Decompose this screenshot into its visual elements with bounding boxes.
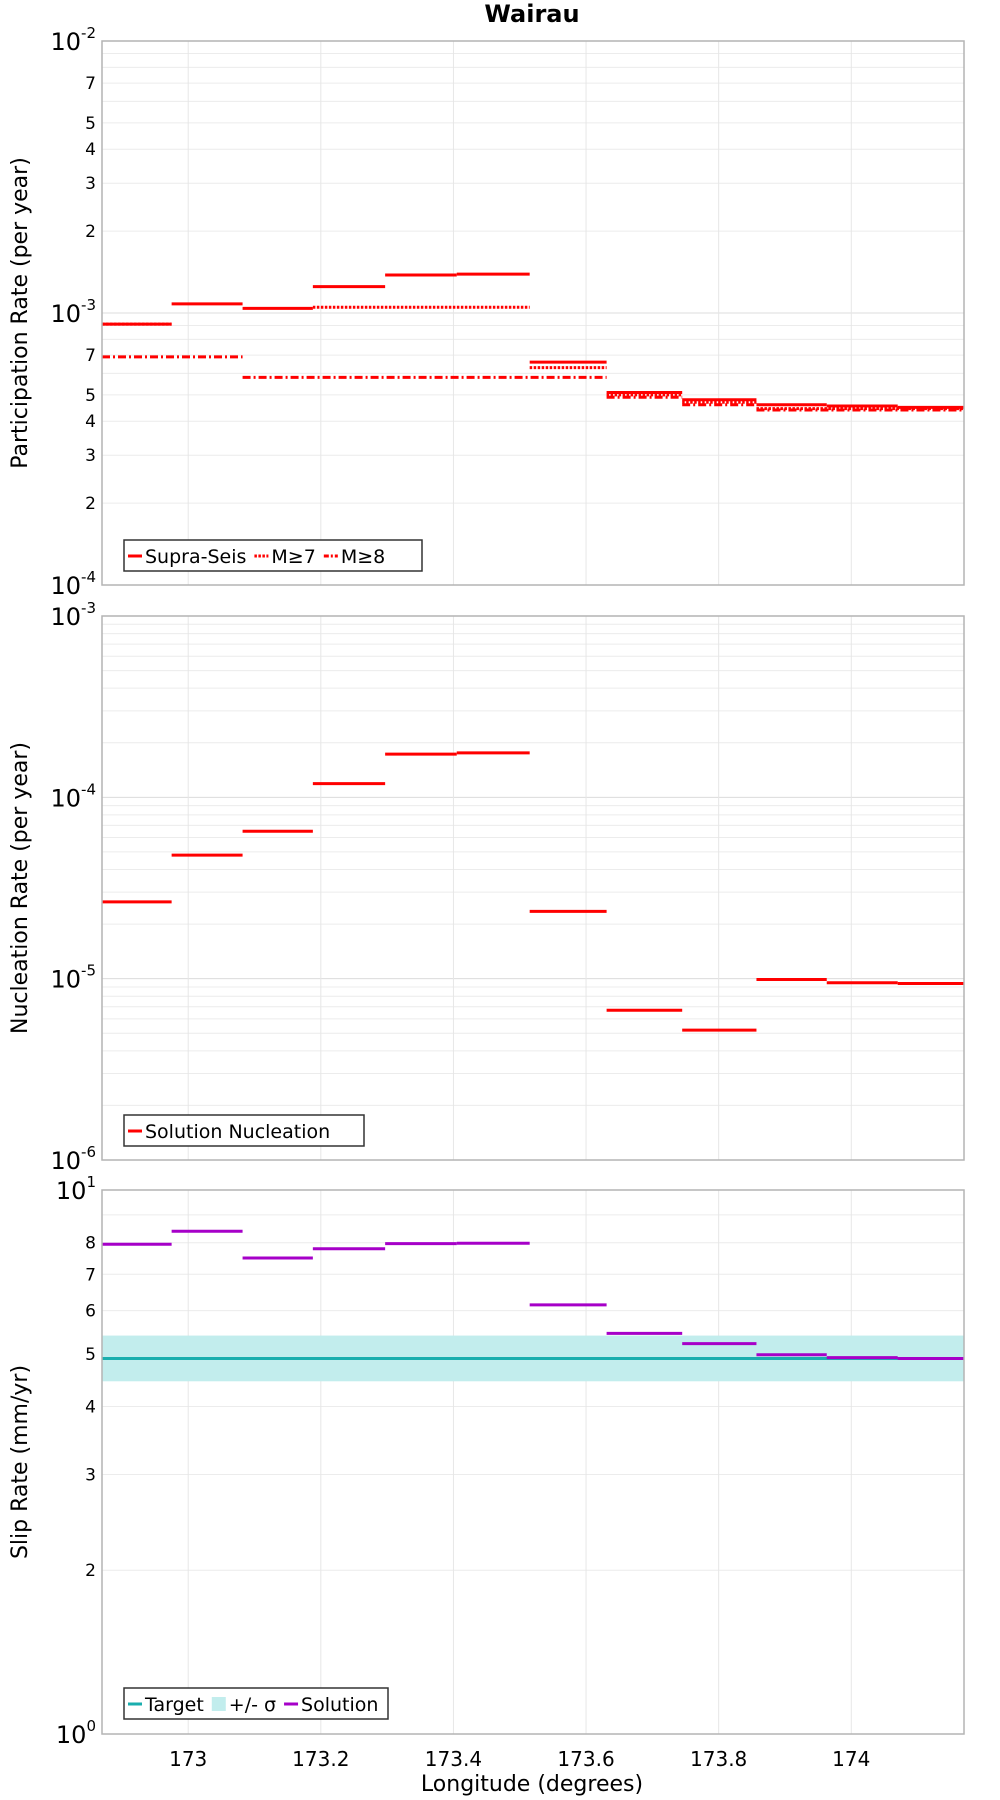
x-tick-label: 173.4 xyxy=(425,1747,482,1771)
plot-frame xyxy=(101,1189,965,1735)
plot-area xyxy=(102,1190,964,1734)
y-tick-label: 5 xyxy=(85,114,96,134)
y-tick-label: 2 xyxy=(85,1561,96,1581)
y-tick-label: 100 xyxy=(56,1717,96,1749)
plot-area xyxy=(102,616,964,1160)
x-tick-label: 173.6 xyxy=(557,1747,614,1771)
legend-swatch-band xyxy=(211,1697,226,1711)
y-tick-label: 3 xyxy=(85,446,96,466)
legend-label-supra-seis: Supra-Seis xyxy=(145,546,246,568)
plot-frame xyxy=(101,615,965,1161)
y-tick-label: 6 xyxy=(85,1302,96,1322)
y-axis-label: Nucleation Rate (per year) xyxy=(8,742,33,1034)
slip-rate-panel: 100 2 3 4 5 6 7 8 101 Slip Rate (mm/yr) 173 173.2 17… xyxy=(8,1173,965,1771)
legend: Solution Nucleation xyxy=(123,1114,365,1147)
y-tick-label: 10-3 xyxy=(50,599,96,631)
y-tick-label: 7 xyxy=(85,346,96,366)
y-tick-label: 4 xyxy=(85,412,96,432)
x-tick-label: 174 xyxy=(832,1747,870,1771)
legend-box xyxy=(123,1114,365,1147)
legend-label-m-7: M≥7 xyxy=(271,546,315,568)
y-tick-label: 3 xyxy=(85,174,96,194)
y-tick-label: 10-2 xyxy=(50,24,96,56)
legend-box xyxy=(123,1687,389,1720)
y-tick-label: 10-5 xyxy=(50,962,96,994)
x-tick-label: 173.2 xyxy=(292,1747,349,1771)
y-tick-label: 7 xyxy=(85,74,96,94)
y-tick-label: 10-3 xyxy=(50,296,96,328)
participation-panel: 10-4 2 3 4 5 7 10-3 2 3 4 5 7 10-2 Participation Rate… xyxy=(8,24,965,600)
y-tick-label: 3 xyxy=(85,1465,96,1485)
legend-label-target: Target xyxy=(144,1694,204,1716)
x-tick-label: 173 xyxy=(169,1747,207,1771)
y-tick-label: 2 xyxy=(85,222,96,242)
y-tick-label: 7 xyxy=(85,1265,96,1285)
nucleation-panel: 10-6 10-5 10-4 10-3 Nucleation Rate (per yea… xyxy=(8,599,965,1175)
y-axis-label: Slip Rate (mm/yr) xyxy=(8,1365,33,1559)
y-tick-label: 2 xyxy=(85,494,96,514)
legend: Supra-Seis M≥7 M≥8 xyxy=(123,539,423,572)
legend-box xyxy=(123,539,423,572)
y-tick-label: 101 xyxy=(56,1173,96,1205)
legend-label-series: +/- σ xyxy=(229,1694,276,1716)
x-axis-label: Longitude (degrees) xyxy=(421,1772,643,1797)
y-tick-label: 8 xyxy=(85,1234,96,1254)
y-tick-label: 4 xyxy=(85,140,96,160)
plot-frame xyxy=(101,40,965,586)
x-tick-label: 173.8 xyxy=(690,1747,747,1771)
y-tick-label: 4 xyxy=(85,1397,96,1417)
y-tick-label: 10-6 xyxy=(50,1143,96,1175)
y-tick-label: 10-4 xyxy=(50,568,96,600)
legend-label-solution-nucleation: Solution Nucleation xyxy=(145,1121,330,1143)
y-tick-label: 5 xyxy=(85,1345,96,1365)
y-tick-label: 10-4 xyxy=(50,780,96,812)
legend: Target +/- σ Solution xyxy=(123,1687,389,1720)
y-axis-label: Participation Rate (per year) xyxy=(8,157,33,469)
chart-title: Wairau xyxy=(484,0,579,28)
y-tick-label: 5 xyxy=(85,386,96,406)
legend-label-m-8: M≥8 xyxy=(341,546,385,568)
legend-label-solution: Solution xyxy=(301,1694,378,1716)
